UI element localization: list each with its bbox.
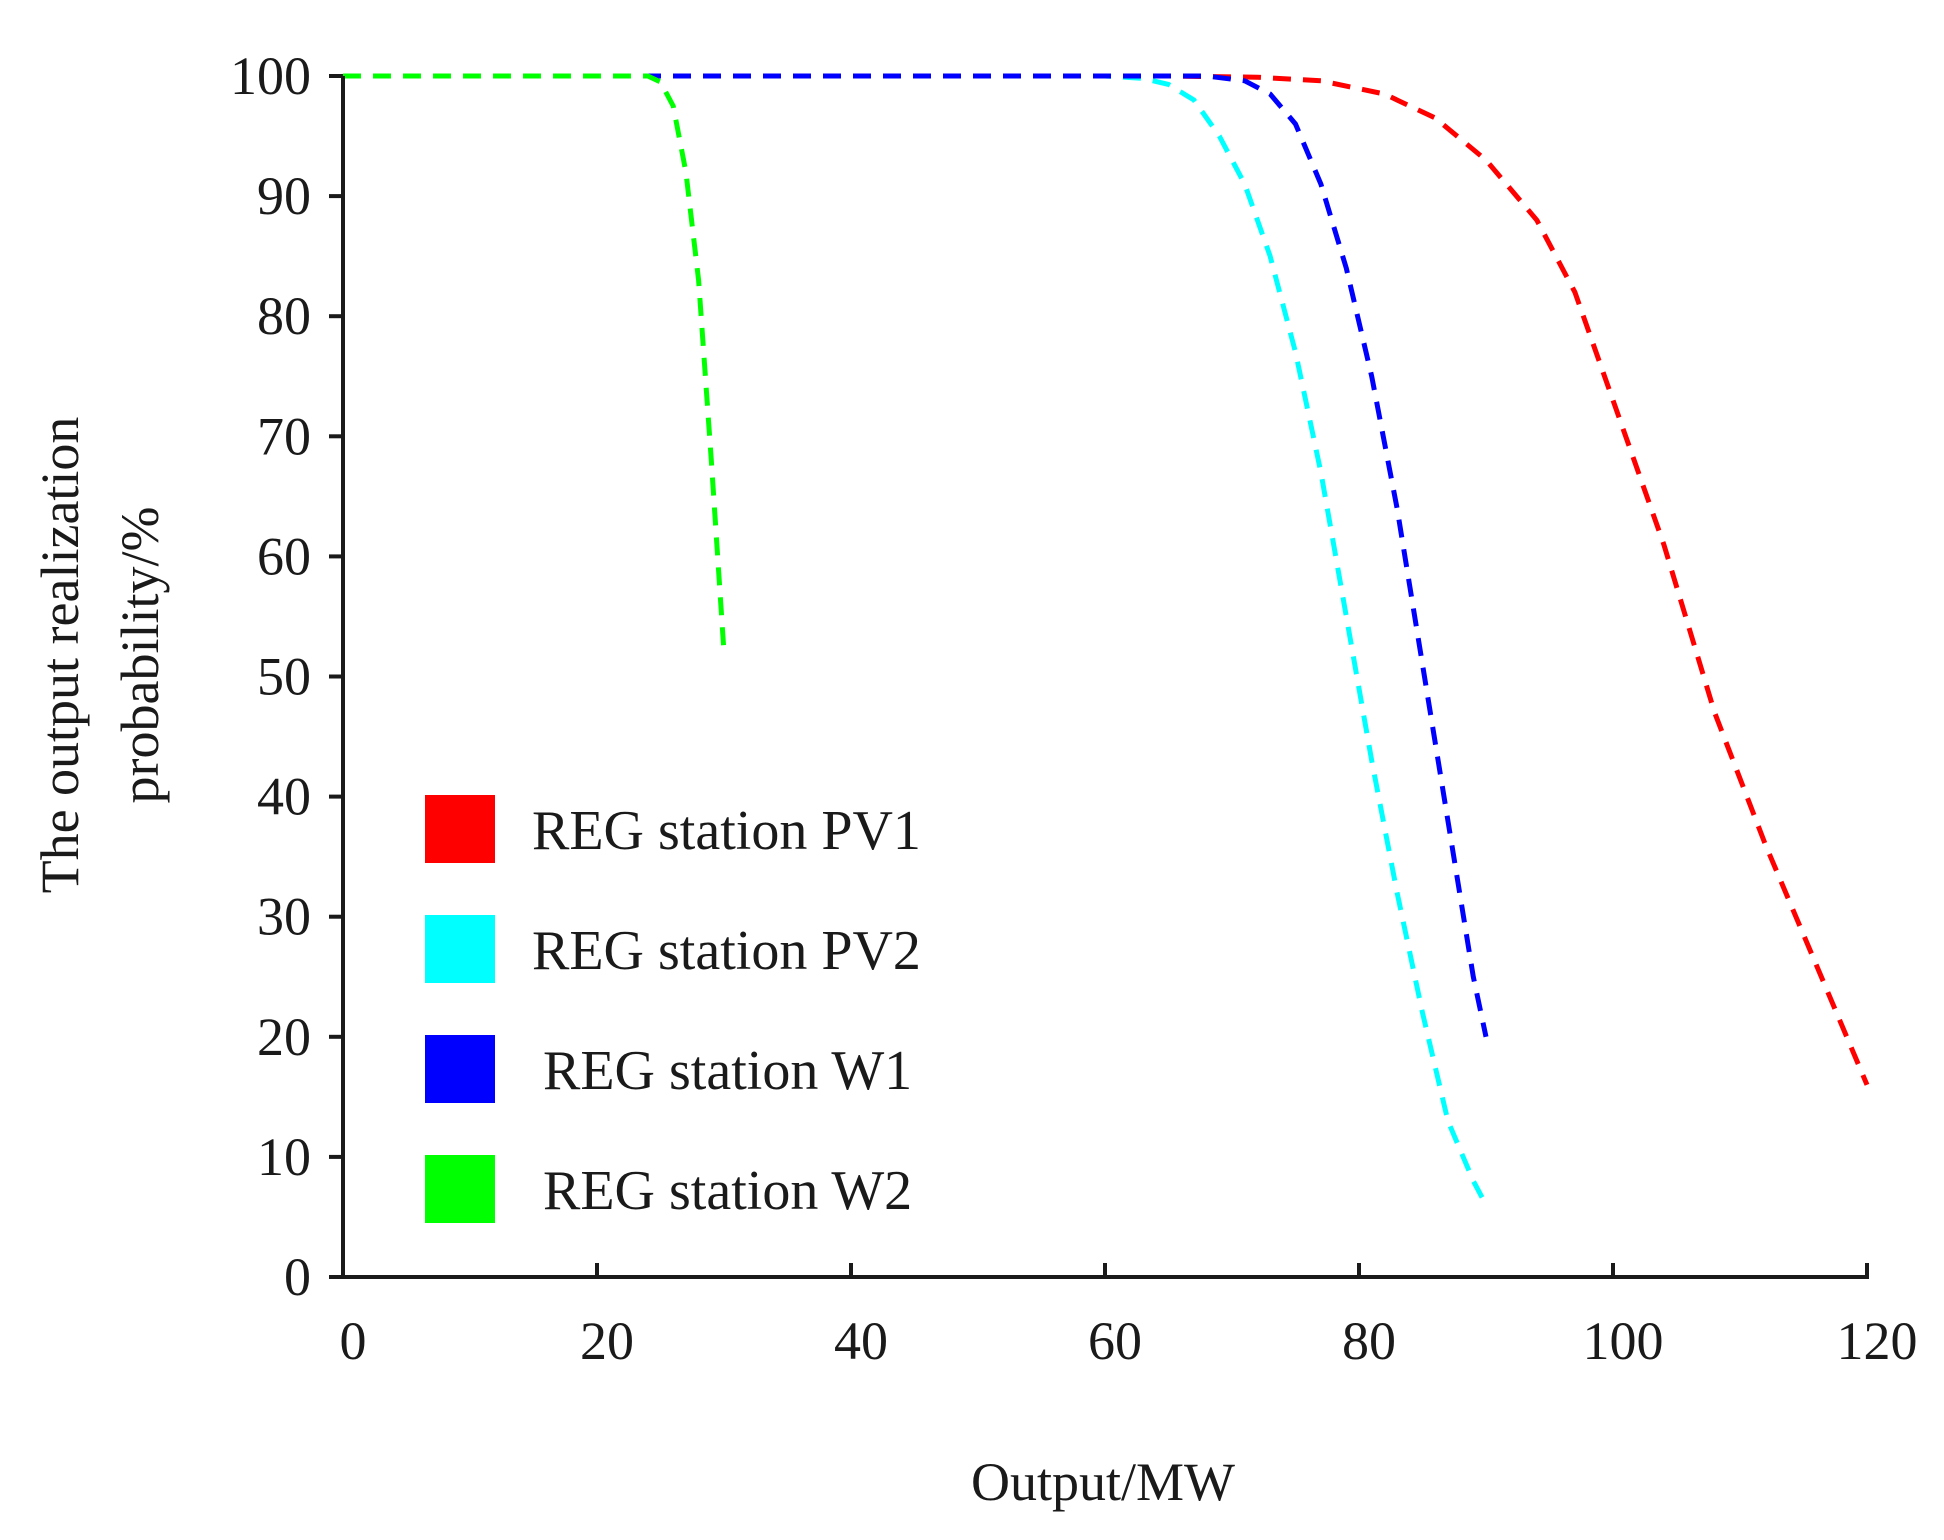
x-tick-label-100: 100 [1583, 1311, 1664, 1371]
x-tick-label-20: 20 [580, 1311, 634, 1371]
series-line-2 [343, 73, 1489, 1207]
legend-swatch-2 [425, 915, 495, 983]
series-line-4 [343, 73, 727, 653]
y-tick-label-90: 90 [257, 166, 311, 226]
y-tick-label-30: 30 [257, 887, 311, 947]
y-tick-label-70: 70 [257, 406, 311, 466]
legend-label-2: REG station PV2 [532, 920, 921, 982]
y-tick-label-80: 80 [257, 286, 311, 346]
legend-swatch-1 [425, 795, 495, 863]
legend-swatch-4 [425, 1155, 495, 1223]
y-tick-label-100: 100 [230, 46, 311, 106]
y-tick-label-0: 0 [284, 1247, 311, 1307]
y-axis-title-line-2: probability/% [110, 507, 170, 804]
legend-label-4: REG station W2 [543, 1160, 912, 1222]
y-axis-title-group: The output realization probability/% [30, 417, 170, 894]
x-tick-label-40: 40 [834, 1311, 888, 1371]
y-tick-label-40: 40 [257, 767, 311, 827]
x-tick-label-120: 120 [1837, 1311, 1918, 1371]
y-tick-label-50: 50 [257, 647, 311, 707]
y-tick-label-20: 20 [257, 1007, 311, 1067]
legend-swatch-3 [425, 1035, 495, 1103]
y-axis-title-line-1: The output realization [30, 417, 90, 894]
x-tick-label-60: 60 [1088, 1311, 1142, 1371]
legend: REG station PV1 REG station PV2 REG statio… [425, 795, 921, 1223]
series-line-3 [343, 73, 1489, 1038]
series-line-1 [343, 73, 1870, 1086]
legend-label-3: REG station W1 [543, 1040, 912, 1102]
x-tick-label-0: 0 [340, 1311, 367, 1371]
y-tick-label-60: 60 [257, 526, 311, 586]
legend-label-1: REG station PV1 [532, 800, 921, 862]
y-tick-label-10: 10 [257, 1127, 311, 1187]
ticks-layer: 0 10 20 30 40 50 60 70 80 90 100 0 20 40 60 80 100 120 [230, 46, 1918, 1371]
x-tick-label-80: 80 [1342, 1311, 1396, 1371]
x-axis-title: Output/MW [971, 1452, 1235, 1512]
series-layer [343, 73, 1870, 1207]
